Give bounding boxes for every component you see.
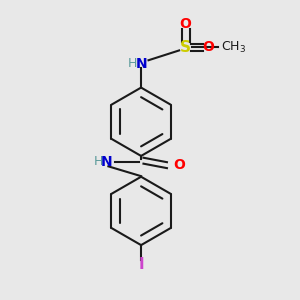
Text: H: H: [128, 57, 137, 70]
Text: N: N: [101, 155, 113, 169]
Text: CH$_3$: CH$_3$: [221, 40, 247, 55]
Text: O: O: [202, 40, 214, 55]
Text: H: H: [93, 155, 103, 168]
Text: I: I: [138, 257, 144, 272]
Text: S: S: [180, 40, 191, 55]
Text: N: N: [135, 57, 147, 71]
Text: O: O: [180, 17, 192, 31]
Text: O: O: [173, 158, 185, 172]
